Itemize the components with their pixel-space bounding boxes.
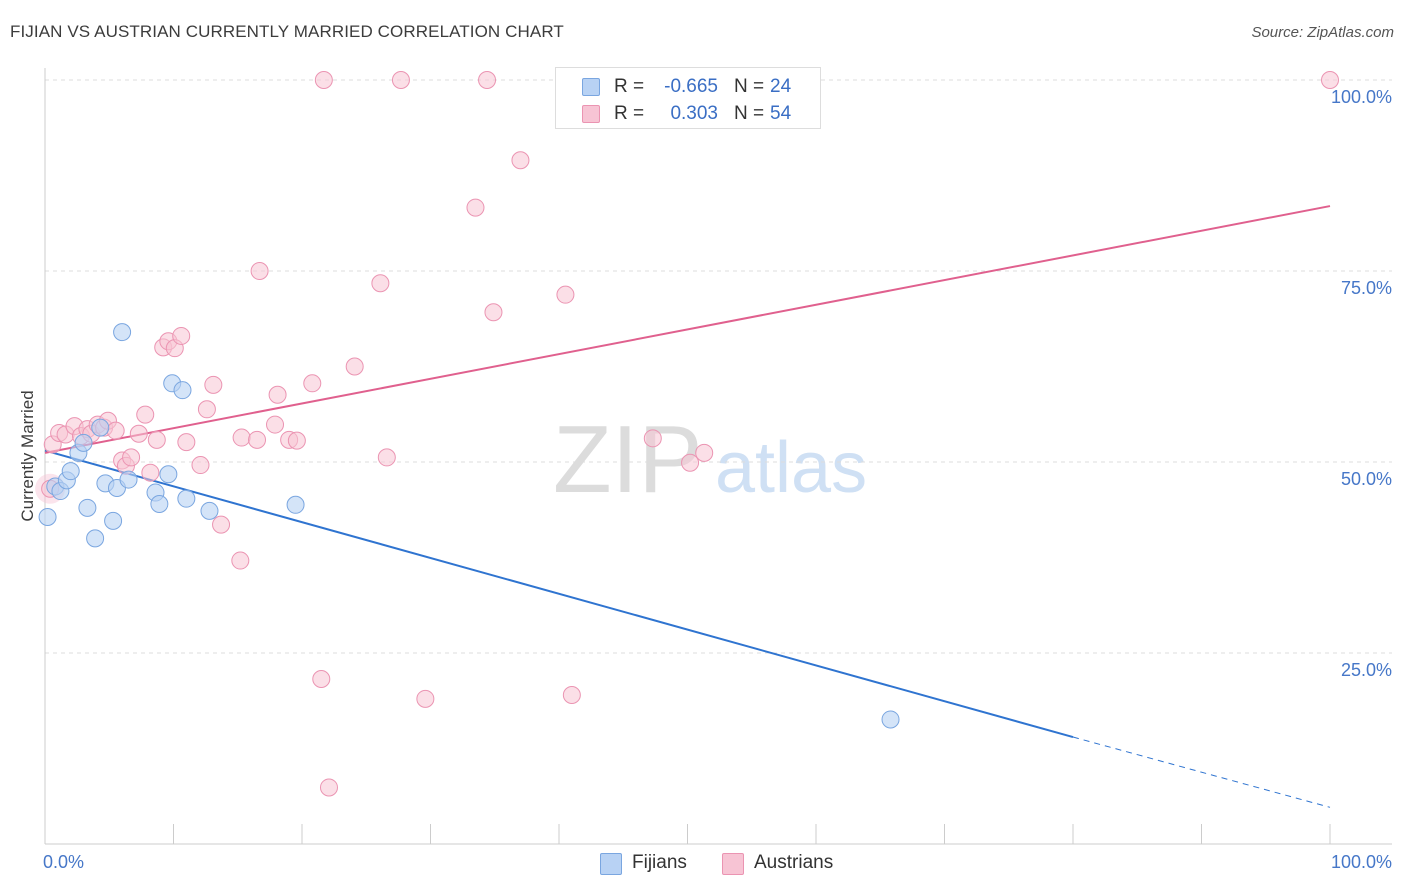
fijian-point — [177, 489, 196, 508]
fijian-point — [38, 508, 57, 527]
fijians-swatch — [582, 78, 600, 96]
austrian-point — [172, 326, 191, 345]
austrian-point — [484, 303, 503, 322]
fijians-trend-extension — [1072, 736, 1331, 808]
y-tick-label: 25.0% — [1341, 660, 1392, 680]
austrian-point — [345, 357, 364, 376]
austrian-point — [466, 198, 485, 217]
austrian-point — [377, 448, 396, 467]
fijians-legend-label: Fijians — [632, 852, 687, 873]
legend-row-austrians: R = 0.303 N = 54 — [556, 101, 820, 127]
fijian-point — [119, 470, 138, 489]
austrian-point — [250, 262, 269, 280]
austrian-point — [231, 551, 250, 570]
x-tick-label-max: 100.0% — [1331, 852, 1392, 872]
austrian-point — [312, 669, 331, 688]
austrians-n-value: 54 — [770, 103, 792, 124]
austrians-r-label: R = — [614, 103, 645, 124]
austrian-point — [129, 424, 148, 443]
watermark-atlas: atlas — [715, 428, 867, 508]
watermark-zip: ZIP — [553, 406, 702, 513]
austrians-swatch — [582, 105, 600, 123]
fijian-point — [200, 501, 219, 520]
fijians-legend-swatch — [600, 853, 622, 875]
austrian-point — [556, 285, 575, 304]
fijians-r-label: R = — [614, 76, 645, 97]
austrian-point — [177, 433, 196, 452]
fijians-trend-line — [44, 449, 1074, 739]
austrian-point — [248, 430, 267, 449]
gridlines — [45, 79, 1392, 654]
austrian-point — [416, 689, 435, 708]
austrian-point — [204, 375, 223, 394]
y-tick-label: 50.0% — [1341, 469, 1392, 489]
source-credit: Source: ZipAtlas.com — [1251, 24, 1394, 41]
legend-row-fijians: R = -0.665 N = 24 — [556, 74, 820, 100]
fijian-point — [150, 495, 169, 514]
austrian-point — [147, 430, 166, 449]
trend-lines — [44, 205, 1331, 808]
x-tick-label-min: 0.0% — [43, 852, 84, 872]
austrians-trend-line — [44, 205, 1331, 454]
austrian-point — [136, 405, 155, 424]
fijian-point — [113, 323, 132, 342]
y-tick-label: 75.0% — [1341, 278, 1392, 298]
fijian-point — [61, 462, 80, 481]
chart-title: FIJIAN VS AUSTRIAN CURRENTLY MARRIED COR… — [10, 22, 564, 41]
fijian-point — [881, 710, 900, 729]
fijian-point — [91, 418, 110, 437]
austrians-r-value: 0.303 — [670, 103, 718, 124]
austrian-point — [191, 456, 210, 475]
fijian-point — [86, 529, 105, 548]
fijian-point — [173, 381, 192, 400]
austrians-legend-label: Austrians — [754, 852, 834, 873]
watermark: ZIP atlas — [553, 406, 867, 513]
austrian-point — [212, 515, 231, 534]
austrian-point — [562, 686, 581, 705]
fijian-point — [159, 465, 178, 484]
austrian-point — [303, 374, 322, 393]
austrian-point — [478, 71, 497, 89]
austrian-point — [232, 428, 251, 447]
austrian-point — [122, 448, 141, 467]
austrian-point — [1321, 71, 1339, 89]
austrian-point — [371, 274, 390, 293]
fijian-point — [104, 511, 123, 530]
austrian-point — [106, 421, 125, 440]
fijians-n-label: N = — [734, 76, 765, 97]
data-points — [35, 71, 1339, 797]
fijian-point — [74, 433, 93, 452]
austrian-point — [197, 400, 216, 419]
austrian-point — [319, 778, 338, 797]
austrian-point — [391, 71, 410, 89]
austrian-point — [511, 151, 530, 170]
stats-legend: R = -0.665 N = 24 R = 0.303 N = 54 — [555, 67, 821, 129]
austrians-legend-swatch — [722, 853, 744, 875]
austrian-point — [287, 431, 306, 450]
y-tick-label: 100.0% — [1331, 87, 1392, 107]
tick-labels: 25.0% 50.0% 75.0% 100.0% 0.0% 100.0% — [43, 87, 1392, 872]
axes — [44, 68, 1392, 845]
austrian-point — [266, 415, 285, 434]
austrian-point — [643, 429, 662, 448]
fijian-point — [286, 495, 305, 514]
austrian-point — [141, 463, 160, 482]
austrian-point — [695, 443, 714, 462]
austrian-point — [314, 71, 333, 89]
austrians-n-label: N = — [734, 103, 765, 124]
fijians-r-value: -0.665 — [664, 76, 718, 97]
fijian-point — [78, 498, 97, 517]
austrian-point — [268, 385, 287, 404]
austrian-point — [681, 453, 700, 472]
fijians-n-value: 24 — [770, 76, 792, 97]
